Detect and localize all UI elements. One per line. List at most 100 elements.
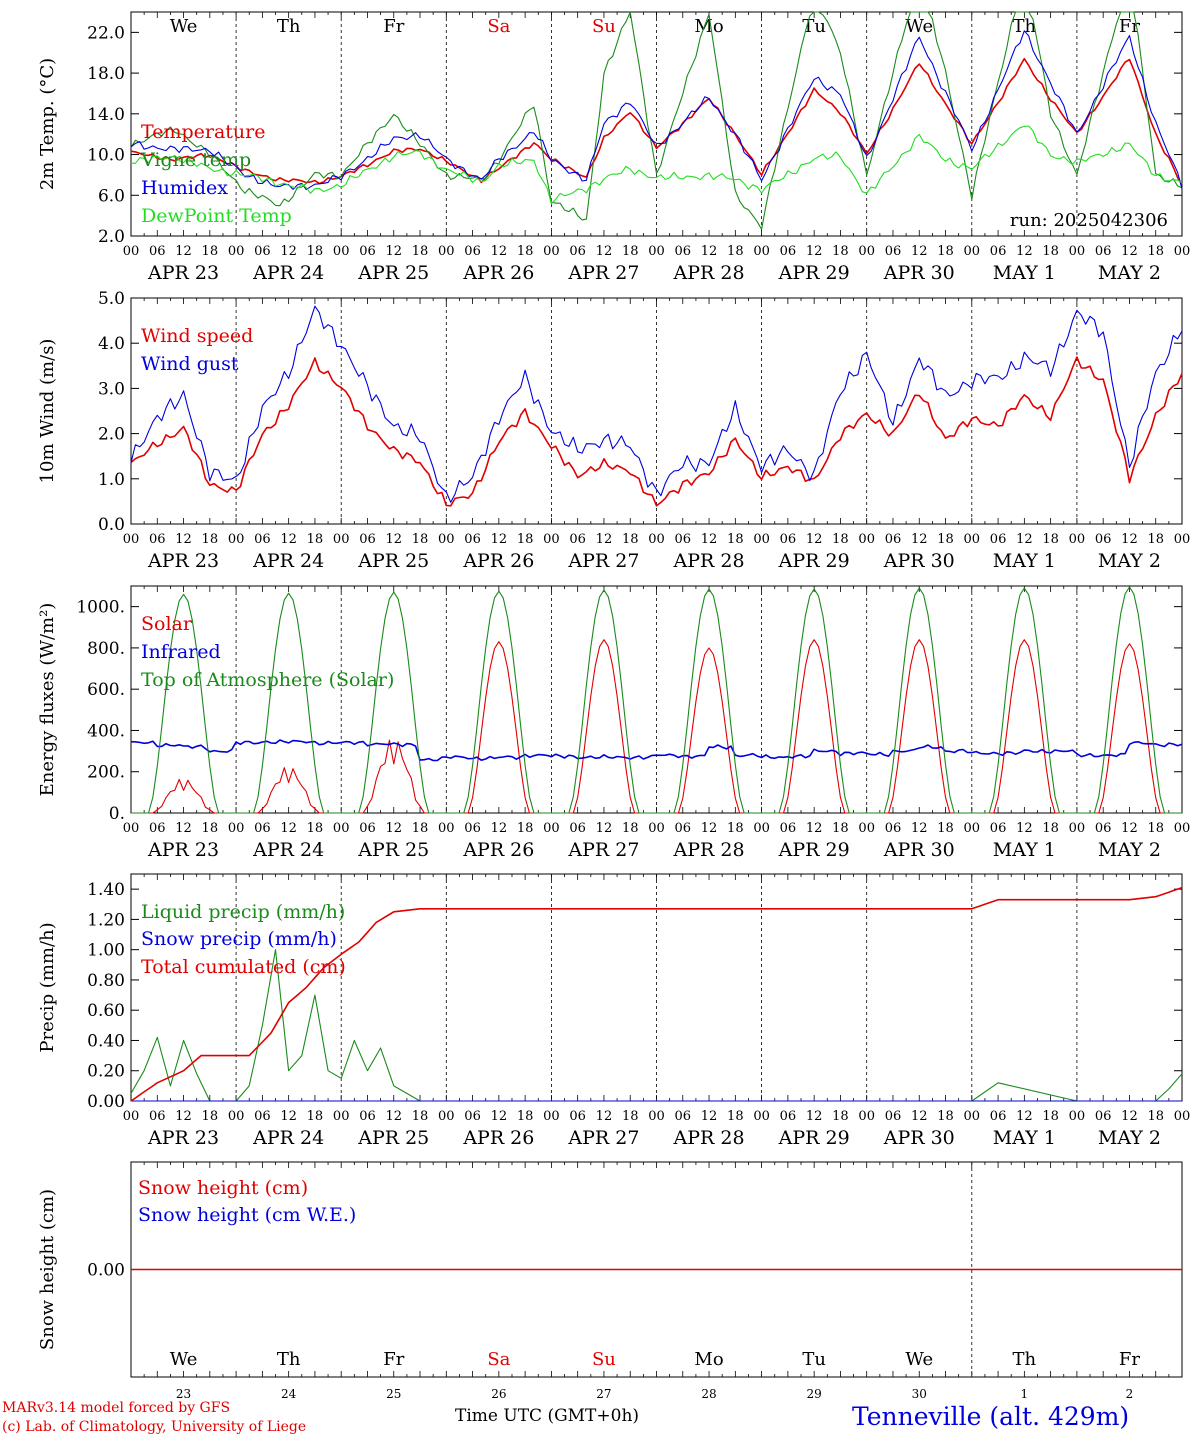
date-label: APR 27 bbox=[567, 550, 639, 572]
hour-label: 18 bbox=[1147, 244, 1164, 259]
legend-entry: Liquid precip (mm/h) bbox=[141, 901, 345, 923]
series-line-dewpoint-temp bbox=[130, 125, 1183, 205]
hour-label: 12 bbox=[385, 821, 402, 836]
hour-label: 00 bbox=[438, 821, 455, 836]
hour-label: 18 bbox=[202, 1109, 219, 1124]
time-axis-label: Time UTC (GMT+0h) bbox=[455, 1406, 640, 1426]
hour-label: 00 bbox=[438, 532, 455, 547]
legend-entry: Humidex bbox=[141, 177, 228, 199]
hour-label: 00 bbox=[543, 244, 560, 259]
weekday-label: We bbox=[170, 16, 198, 37]
hour-label: 12 bbox=[596, 244, 613, 259]
weekday-label: Th bbox=[277, 16, 301, 37]
hour-label: 12 bbox=[701, 244, 718, 259]
date-label: APR 26 bbox=[462, 262, 534, 284]
hour-label: 12 bbox=[1016, 821, 1033, 836]
hour-label: 12 bbox=[806, 821, 823, 836]
hour-label: 00 bbox=[753, 821, 770, 836]
hour-label: 18 bbox=[1042, 244, 1059, 259]
y-tick-label: 5.0 bbox=[98, 289, 125, 309]
hour-label: 18 bbox=[832, 244, 849, 259]
hour-label: 00 bbox=[1174, 821, 1191, 836]
hour-label: 12 bbox=[175, 532, 192, 547]
hour-label: 12 bbox=[385, 532, 402, 547]
date-label: APR 27 bbox=[567, 262, 639, 284]
y-tick-label: 1.0 bbox=[98, 470, 125, 490]
weekday-label: Mo bbox=[694, 16, 723, 37]
weekday-label: Sa bbox=[487, 1349, 510, 1370]
day-number: 25 bbox=[386, 1387, 401, 1400]
model-credit: MARv3.14 model forced by GFS bbox=[2, 1400, 231, 1416]
legend-entry: Wind gust bbox=[141, 353, 239, 375]
hour-label: 18 bbox=[517, 1109, 534, 1124]
series-line-temperature bbox=[130, 57, 1183, 185]
y-tick-label: 18.0 bbox=[87, 64, 125, 84]
hour-label: 00 bbox=[753, 532, 770, 547]
hour-label: 12 bbox=[280, 1109, 297, 1124]
hour-label: 12 bbox=[491, 532, 508, 547]
weekday-label: Fr bbox=[383, 16, 404, 37]
hour-label: 00 bbox=[1174, 532, 1191, 547]
hour-label: 18 bbox=[202, 244, 219, 259]
hour-label: 00 bbox=[228, 1109, 245, 1124]
date-label: APR 30 bbox=[883, 550, 955, 572]
hour-label: 12 bbox=[1016, 244, 1033, 259]
hour-label: 12 bbox=[701, 821, 718, 836]
date-label: APR 28 bbox=[673, 839, 745, 861]
hour-label: 18 bbox=[1042, 821, 1059, 836]
hour-label: 00 bbox=[333, 821, 350, 836]
date-label: APR 29 bbox=[778, 839, 850, 861]
weekday-label: Fr bbox=[1119, 1349, 1140, 1370]
hour-label: 18 bbox=[412, 244, 429, 259]
series-line-liquid-precip-mm-h- bbox=[130, 949, 1183, 1102]
y-axis-label: 10m Wind (m/s) bbox=[37, 339, 58, 484]
hour-label: 06 bbox=[885, 532, 902, 547]
legend-entry: Top of Atmosphere (Solar) bbox=[141, 669, 394, 691]
y-tick-label: 1000. bbox=[76, 598, 125, 618]
hour-label: 06 bbox=[990, 244, 1007, 259]
hour-label: 12 bbox=[596, 821, 613, 836]
legend-entry: Vigne temp bbox=[140, 149, 251, 171]
date-label: APR 29 bbox=[778, 550, 850, 572]
y-tick-label: 0.00 bbox=[87, 1092, 125, 1112]
hour-label: 18 bbox=[622, 532, 639, 547]
hour-label: 00 bbox=[858, 1109, 875, 1124]
hour-label: 00 bbox=[123, 1109, 140, 1124]
hour-label: 06 bbox=[1095, 532, 1112, 547]
hour-label: 12 bbox=[1016, 1109, 1033, 1124]
y-tick-label: 200. bbox=[87, 763, 125, 783]
hour-label: 12 bbox=[491, 821, 508, 836]
hour-label: 18 bbox=[517, 244, 534, 259]
weekday-label: Th bbox=[1013, 1349, 1037, 1370]
series-line-infrared bbox=[131, 739, 1183, 762]
series-line-wind-gust bbox=[130, 305, 1183, 503]
hour-label: 12 bbox=[1016, 532, 1033, 547]
date-label: APR 29 bbox=[778, 262, 850, 284]
lab-credit: (c) Lab. of Climatology, University of L… bbox=[2, 1419, 307, 1435]
hour-label: 12 bbox=[1121, 532, 1138, 547]
weekday-label: Fr bbox=[383, 1349, 404, 1370]
station-name: Tenneville (alt. 429m) bbox=[852, 1402, 1130, 1431]
y-tick-label: 1.40 bbox=[87, 880, 125, 900]
hour-label: 12 bbox=[175, 244, 192, 259]
hour-label: 06 bbox=[359, 821, 376, 836]
hour-label: 18 bbox=[1147, 821, 1164, 836]
hour-label: 00 bbox=[123, 244, 140, 259]
hour-label: 06 bbox=[885, 244, 902, 259]
hour-label: 18 bbox=[832, 1109, 849, 1124]
hour-label: 06 bbox=[1095, 1109, 1112, 1124]
day-number: 26 bbox=[491, 1387, 506, 1400]
day-number: 1 bbox=[1021, 1387, 1029, 1400]
day-number: 23 bbox=[176, 1387, 191, 1400]
hour-label: 06 bbox=[464, 532, 481, 547]
hour-label: 06 bbox=[254, 1109, 271, 1124]
hour-label: 18 bbox=[412, 532, 429, 547]
y-tick-label: 22.0 bbox=[87, 23, 125, 43]
day-number: 28 bbox=[701, 1387, 716, 1400]
hour-label: 18 bbox=[1042, 532, 1059, 547]
hour-label: 00 bbox=[858, 532, 875, 547]
hour-label: 12 bbox=[596, 1109, 613, 1124]
hour-label: 00 bbox=[1069, 244, 1086, 259]
date-label: APR 30 bbox=[883, 839, 955, 861]
hour-label: 00 bbox=[964, 244, 981, 259]
